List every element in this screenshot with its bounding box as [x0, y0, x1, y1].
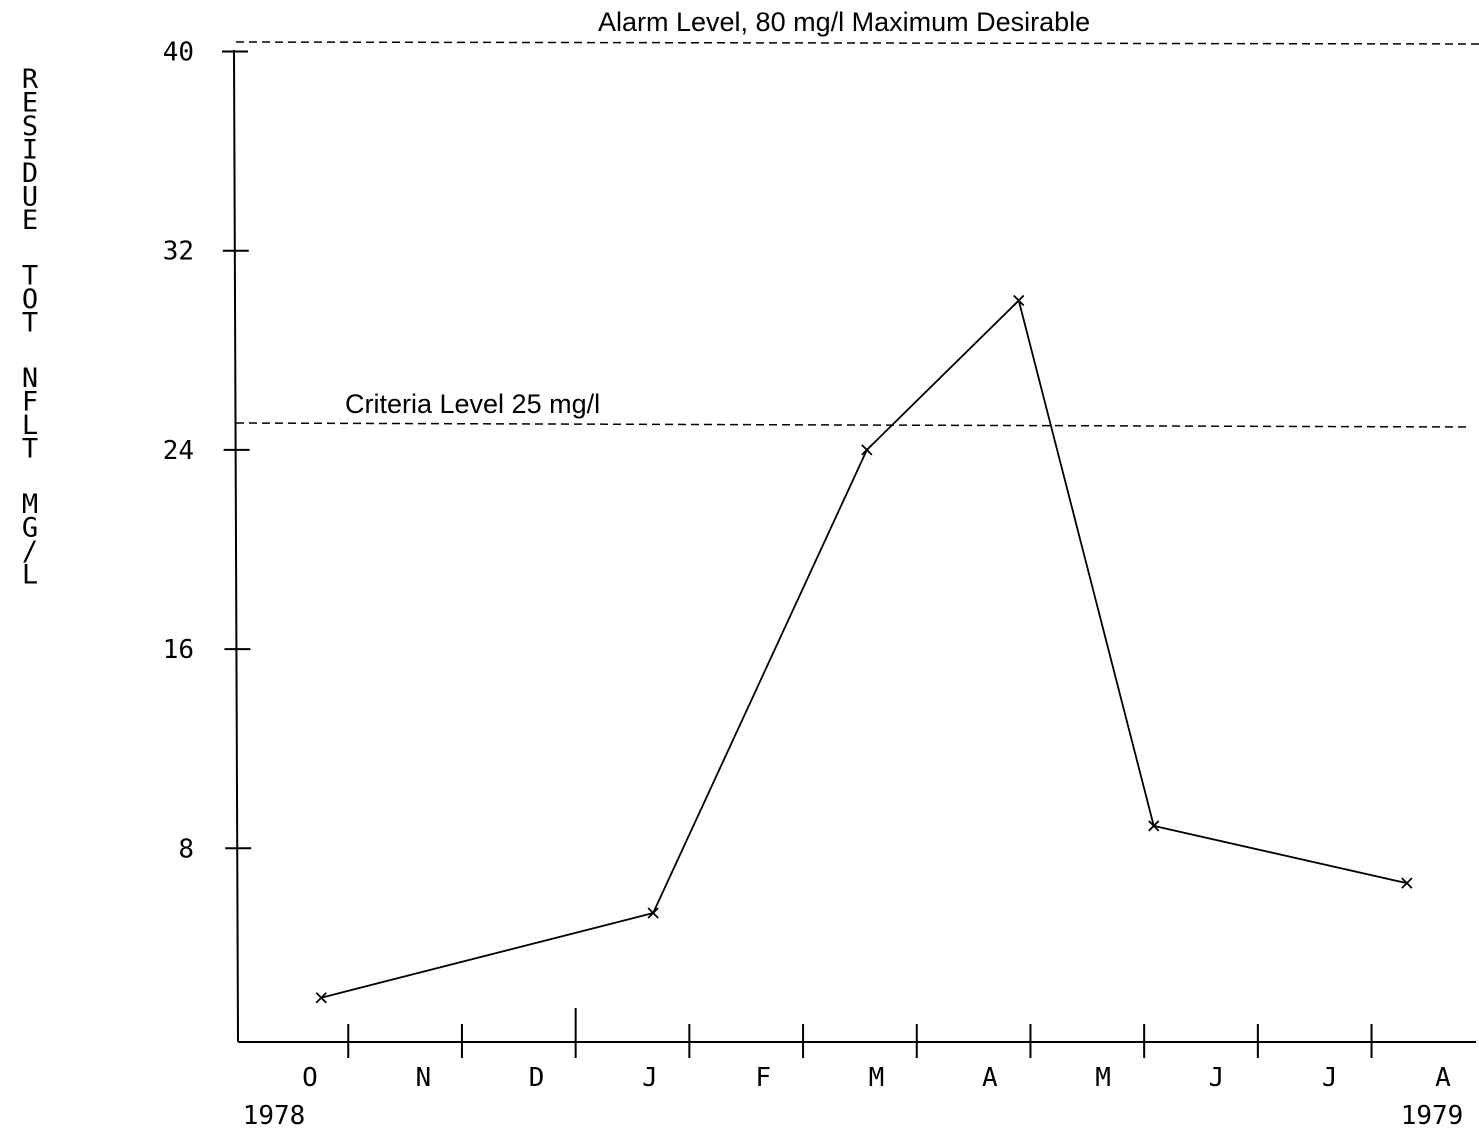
y-axis-title-letter: L: [22, 560, 38, 591]
data-point-marker: [1401, 877, 1413, 889]
data-point-marker: [861, 444, 873, 456]
reference-line: [235, 422, 1469, 428]
x-tick-label: M: [1095, 1063, 1111, 1093]
x-tick-label: A: [982, 1063, 998, 1093]
y-axis-title-letter: G: [22, 513, 38, 544]
y-axis-title-letter: R: [22, 64, 39, 95]
y-axis-title-letter: E: [22, 88, 38, 119]
y-axis-line: [233, 49, 239, 1043]
y-ticks: 8 16 24 32 40: [163, 38, 252, 864]
y-axis-title-letter: L: [22, 410, 38, 441]
x-tick-label: J: [1322, 1063, 1338, 1093]
y-axis-title-letter: U: [22, 182, 38, 213]
series-group: [315, 294, 1413, 1004]
x-year-start-label: 1978: [243, 1101, 306, 1131]
x-tick-label: N: [415, 1063, 431, 1093]
y-axis-title-letter: T: [22, 261, 38, 292]
x-ticks: [347, 1008, 1373, 1058]
reference-line-label: Alarm Level, 80 mg/l Maximum Desirable: [598, 7, 1090, 37]
data-point-marker: [647, 907, 659, 919]
y-axis-title-letter: M: [22, 489, 38, 520]
x-tick-label: J: [1209, 1063, 1225, 1093]
y-axis-title-letter: E: [22, 205, 38, 236]
y-axis-title-letter: O: [22, 284, 38, 315]
y-axis-title-letter: /: [22, 536, 38, 567]
y-tick-label: 24: [163, 436, 194, 466]
x-tick-label: F: [755, 1063, 771, 1093]
y-tick-label: 40: [163, 38, 194, 68]
y-axis-title-letter: T: [22, 308, 38, 339]
y-axis-title-letter: S: [22, 111, 38, 142]
y-axis-title-letter: N: [22, 363, 38, 394]
y-axis-title-letter: T: [22, 434, 38, 465]
y-tick-label: 8: [178, 834, 194, 864]
reference-lines: Criteria Level 25 mg/l Alarm Level, 80 mg…: [235, 7, 1479, 428]
y-axis-title-letter: I: [22, 135, 38, 166]
y-axis-title-letter: F: [22, 387, 38, 418]
y-tick-label: 16: [163, 635, 194, 665]
x-tick-label: J: [642, 1063, 658, 1093]
data-point-marker: [1013, 294, 1025, 307]
data-point-marker: [1148, 820, 1160, 832]
reference-line: [235, 41, 1479, 45]
y-tick-label: 32: [163, 237, 194, 267]
x-tick-label: M: [869, 1063, 885, 1093]
x-tick-label: O: [302, 1063, 318, 1093]
y-axis-title-letter: D: [22, 158, 38, 189]
reference-line-label: Criteria Level 25 mg/l: [345, 389, 600, 419]
axes: [233, 49, 1476, 1043]
x-tick-label: D: [529, 1063, 545, 1093]
series-line: [321, 298, 1408, 999]
x-tick-label: A: [1435, 1063, 1451, 1093]
x-year-end-label: 1979: [1401, 1101, 1464, 1131]
data-point-marker: [315, 992, 327, 1004]
